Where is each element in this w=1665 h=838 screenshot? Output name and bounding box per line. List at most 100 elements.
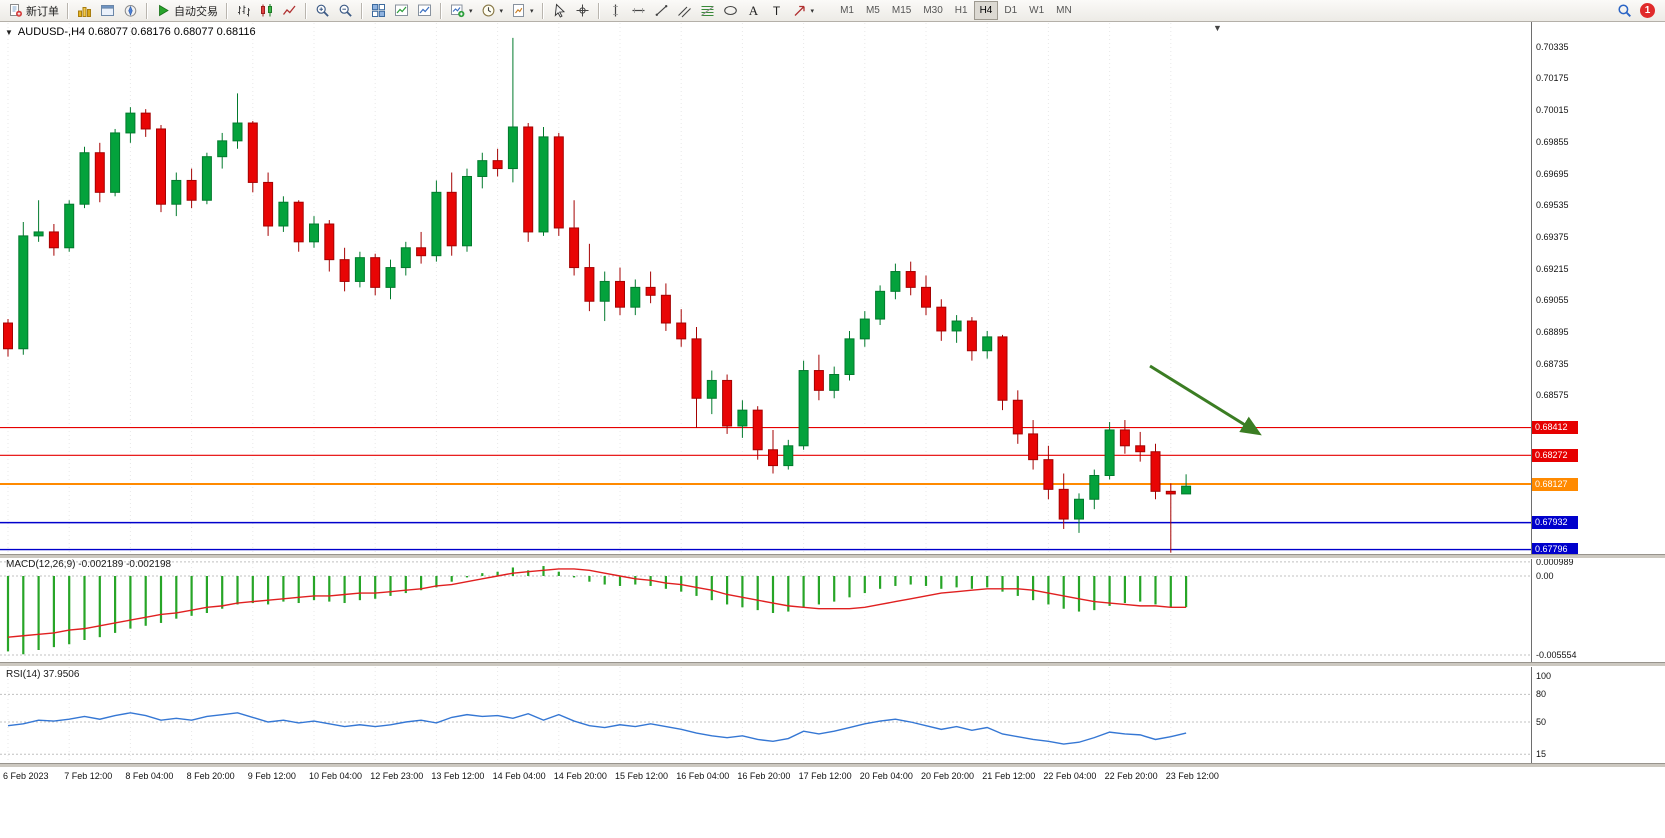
templates-button[interactable]: ▾: [507, 1, 538, 20]
auto-trading-button[interactable]: 自动交易: [152, 1, 222, 20]
toolbar: 新订单 自动交易 ▾ ▾ ▾ A T ▾ M1 M5 M15 M30 H1 H4 D1 W1 MN 1: [0, 0, 1665, 22]
template-icon: [513, 4, 525, 17]
arrows-button[interactable]: ▾: [788, 1, 819, 20]
horizontal-line-button[interactable]: [627, 1, 650, 20]
date-label: 6 Feb 2023: [3, 771, 49, 781]
navigator-icon: [124, 5, 137, 17]
rsi-tick: 80: [1536, 689, 1547, 700]
text-button[interactable]: A: [742, 1, 765, 20]
panel-divider[interactable]: [0, 554, 1665, 559]
shapes-button[interactable]: [719, 1, 742, 20]
bar-chart-button[interactable]: [232, 1, 255, 20]
cursor-button[interactable]: [548, 1, 571, 20]
price-line-badge: 0.68127: [1532, 477, 1578, 491]
price-tick: 0.69695: [1536, 168, 1569, 179]
timeframe-w1[interactable]: W1: [1029, 5, 1045, 16]
channel-button[interactable]: [673, 1, 696, 20]
date-label: 17 Feb 12:00: [798, 771, 852, 781]
price-tick: 0.68895: [1536, 326, 1569, 337]
date-label: 10 Feb 04:00: [309, 771, 363, 781]
price-tick: 0.70335: [1536, 41, 1569, 52]
line-chart-button[interactable]: [278, 1, 301, 20]
date-label: 14 Feb 20:00: [553, 771, 607, 781]
timeframe-m5[interactable]: M5: [865, 5, 880, 16]
timeframe-h1[interactable]: H1: [954, 5, 968, 16]
navigator-button[interactable]: [119, 1, 142, 20]
profiles-button[interactable]: [413, 1, 436, 20]
new-order-button-label: 新订单: [26, 5, 59, 18]
add-indicator-icon: [451, 4, 465, 18]
timeframe-m15[interactable]: M15: [891, 5, 912, 16]
crosshair-button[interactable]: [571, 1, 594, 20]
price-line-badge: 0.67932: [1532, 516, 1578, 530]
chart-menu-icon[interactable]: ▼: [5, 27, 13, 37]
price-tick: 0.69375: [1536, 231, 1569, 242]
trendline-icon: [655, 5, 667, 16]
date-label: 14 Feb 04:00: [492, 771, 546, 781]
new-order-button[interactable]: 新订单: [4, 1, 63, 20]
date-label: 7 Feb 12:00: [64, 771, 113, 781]
crosshair-icon: [576, 4, 589, 17]
zoom-in-icon: [316, 4, 329, 17]
tile-windows-button[interactable]: [367, 1, 390, 20]
timeframe-d1[interactable]: D1: [1004, 5, 1018, 16]
price-line-badge: 0.68272: [1532, 448, 1578, 462]
market-watch-button[interactable]: [73, 1, 96, 20]
text-a-icon: A: [748, 3, 758, 18]
zoom-in-button[interactable]: [311, 1, 334, 20]
chart-header[interactable]: ▼ AUDUSD-,H4 0.68077 0.68176 0.68077 0.6…: [5, 26, 256, 38]
text-t-icon: T: [772, 4, 780, 18]
chart-shift-marker[interactable]: ▼: [1213, 23, 1222, 33]
notification-badge[interactable]: 1: [1640, 3, 1655, 18]
price-tick: 0.69215: [1536, 263, 1569, 274]
indicators-button[interactable]: ▾: [446, 1, 477, 20]
date-label: 9 Feb 12:00: [247, 771, 296, 781]
price-tick: 0.68575: [1536, 390, 1569, 401]
chart-title: AUDUSD-,H4 0.68077 0.68176 0.68077 0.681…: [17, 26, 256, 38]
data-window-button[interactable]: [96, 1, 119, 20]
timeframe-h4[interactable]: H4: [973, 1, 999, 20]
search-button[interactable]: [1613, 1, 1636, 20]
rsi-tick: 50: [1536, 717, 1547, 727]
timeframe-mn[interactable]: MN: [1056, 5, 1072, 16]
tile-icon: [372, 4, 385, 17]
date-label: 20 Feb 04:00: [859, 771, 913, 781]
line-icon: [282, 5, 296, 15]
vline-icon: [612, 4, 618, 17]
panel-divider[interactable]: [0, 662, 1665, 667]
arrows-icon: [794, 5, 805, 16]
play-icon: [159, 4, 169, 17]
price-tick: 0.69535: [1536, 200, 1569, 211]
hline-icon: [632, 8, 645, 13]
rsi-tick: 15: [1536, 749, 1547, 760]
candlestick-chart-button[interactable]: [255, 1, 278, 20]
trendline-button[interactable]: [650, 1, 673, 20]
date-label: 16 Feb 20:00: [737, 771, 791, 781]
price-line-badge: 0.68412: [1532, 421, 1578, 435]
timeframe-m30[interactable]: M30: [923, 5, 943, 16]
timeframe-m1[interactable]: M1: [840, 5, 854, 16]
time-axis[interactable]: 6 Feb 2023 7 Feb 12:00 8 Feb 04:00 8 Feb 20…: [0, 768, 1665, 785]
price-tick: 0.69055: [1536, 295, 1569, 306]
search-icon: [1618, 4, 1631, 17]
date-label: 8 Feb 20:00: [186, 771, 235, 781]
zoom-out-button[interactable]: [334, 1, 357, 20]
date-label: 22 Feb 04:00: [1043, 771, 1097, 781]
clock-icon: [482, 4, 494, 17]
fibonacci-button[interactable]: [696, 1, 719, 20]
chart-up-green-icon: [395, 4, 408, 16]
periods-button[interactable]: ▾: [477, 1, 508, 20]
price-axis[interactable]: 0.70335 0.70175 0.70015 0.69855 0.69695 0.695…: [1531, 22, 1665, 768]
zoom-out-icon: [339, 4, 352, 17]
candles-icon: [261, 4, 272, 17]
date-label: 21 Feb 12:00: [982, 771, 1036, 781]
toolbar-separator: [597, 2, 600, 19]
chevron-down-icon: ▾: [469, 7, 473, 15]
label-button[interactable]: T: [765, 1, 788, 20]
new-chart-button[interactable]: [390, 1, 413, 20]
vertical-line-button[interactable]: [604, 1, 627, 20]
new-order-icon: [10, 4, 22, 17]
panel-divider[interactable]: [0, 763, 1665, 768]
data-window-icon: [101, 5, 114, 16]
